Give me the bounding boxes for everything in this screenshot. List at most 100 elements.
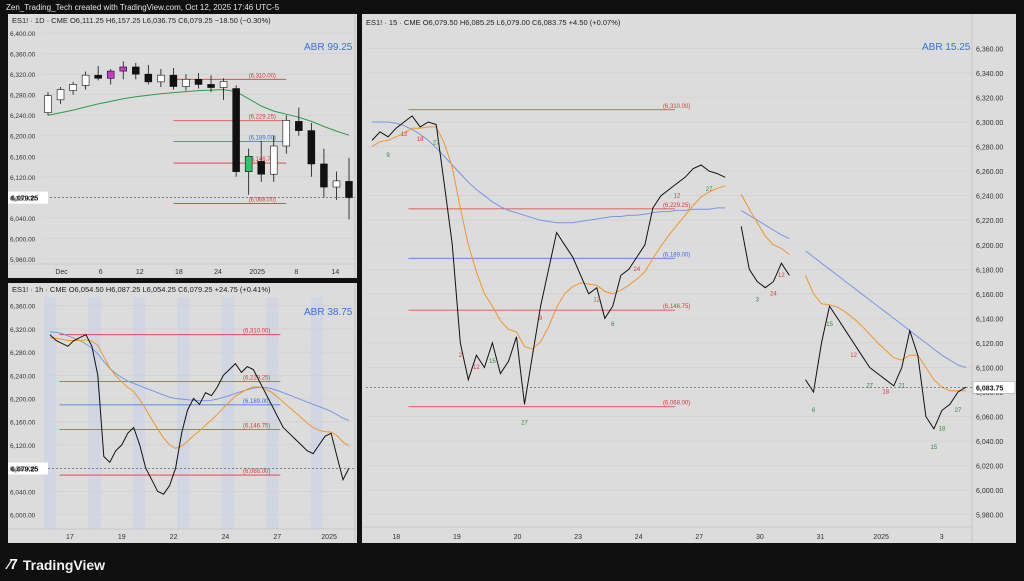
td-count-label: 3 bbox=[756, 298, 760, 304]
td-count-label: 12 bbox=[674, 193, 681, 199]
x-tick-label: 8 bbox=[294, 269, 298, 276]
x-tick-label: 14 bbox=[332, 269, 340, 276]
candle-body bbox=[144, 73, 153, 83]
y-tick-label: 6,220.00 bbox=[976, 218, 1003, 225]
candle-body bbox=[219, 81, 228, 88]
level-label: (6,146.75) bbox=[249, 157, 276, 163]
td-count-label: 12 bbox=[593, 298, 600, 304]
last-price-tag-left bbox=[8, 462, 48, 475]
y-tick-label: 6,060.00 bbox=[976, 415, 1003, 422]
x-tick-label: 6 bbox=[99, 269, 103, 276]
td-count-label: 27 bbox=[521, 420, 528, 426]
y-tick-label: 5,980.00 bbox=[976, 513, 1003, 520]
x-tick-label: 3 bbox=[940, 534, 944, 541]
x-tick-label: 27 bbox=[273, 534, 281, 541]
session-band bbox=[132, 297, 146, 529]
x-tick-label: 24 bbox=[214, 269, 222, 276]
y-tick-label: 6,280.00 bbox=[976, 145, 1003, 152]
x-tick-label: 24 bbox=[222, 534, 230, 541]
y-tick-label: 6,080.00 bbox=[10, 466, 36, 473]
hourly-chart-svg: 17 19 22 24 27 2025 (6,310.00) (6,229.25) (6,189… bbox=[8, 283, 356, 543]
y-tick-label: 6,120.00 bbox=[10, 175, 36, 182]
td-count-label: 12 bbox=[401, 132, 408, 138]
hourly-symbol-header: ES1! · 1h · CME O6,054.50 H6,087.25 L6,0… bbox=[12, 285, 271, 294]
td-count-label: 24 bbox=[770, 292, 777, 298]
price-line bbox=[49, 334, 350, 495]
level-label: (6,068.00) bbox=[249, 197, 276, 203]
candle-body bbox=[94, 74, 102, 79]
td-count-label: 12 bbox=[778, 273, 785, 279]
daily-abr-label: ABR 99.25 bbox=[304, 42, 353, 53]
y-tick-label: 6,260.00 bbox=[976, 169, 1003, 176]
tradingview-logo-icon: ⁄7 bbox=[8, 556, 18, 573]
x-tick-label: 31 bbox=[817, 534, 825, 541]
candle-body bbox=[81, 74, 90, 86]
candle-body bbox=[270, 145, 278, 175]
y-tick-label: 6,200.00 bbox=[976, 243, 1003, 250]
session-band bbox=[177, 297, 190, 529]
y-tick-label: 5,960.00 bbox=[10, 257, 36, 264]
y-tick-label: 6,160.00 bbox=[10, 154, 36, 161]
y-tick-label: 6,120.00 bbox=[976, 341, 1003, 348]
m15-symbol-header: ES1! · 15 · CME O6,079.50 H6,085.25 L6,0… bbox=[366, 18, 620, 27]
candle-body bbox=[194, 79, 203, 85]
price-line bbox=[371, 115, 967, 430]
y-tick-label: 6,160.00 bbox=[976, 292, 1003, 299]
y-tick-label: 6,320.00 bbox=[10, 327, 36, 334]
daily-symbol-header: ES1! · 1D · CME O6,111.25 H6,157.25 L6,0… bbox=[12, 16, 271, 25]
hourly-title: ES1! · 1h · CME bbox=[12, 285, 67, 294]
y-tick-label: 6,240.00 bbox=[976, 194, 1003, 201]
x-tick-label: 18 bbox=[392, 534, 400, 541]
m15-chart-panel[interactable]: 5,980.00 6,000.00 6,020.00 6,040.00 6,060.00… bbox=[362, 14, 1016, 543]
y-tick-label: 6,020.00 bbox=[976, 464, 1003, 471]
brand-name: TradingView bbox=[22, 556, 106, 573]
candle-body bbox=[257, 161, 265, 175]
level-label: (6,189.00) bbox=[663, 252, 690, 258]
td-count-label: 18 bbox=[939, 426, 946, 432]
candle-body bbox=[345, 181, 353, 199]
td-count-label: 18 bbox=[882, 390, 889, 396]
y-tick-label: 6,080.00 bbox=[10, 195, 36, 202]
candle-body bbox=[320, 163, 328, 188]
y-tick-label: 6,000.00 bbox=[10, 513, 36, 520]
x-tick-label: 19 bbox=[453, 534, 461, 541]
y-tick-label: 6,280.00 bbox=[10, 93, 36, 100]
trend-ma-line bbox=[47, 89, 350, 136]
level-label: (6,189.00) bbox=[243, 399, 270, 405]
level-label: (6,068.00) bbox=[663, 401, 690, 407]
td-count-label: 18 bbox=[417, 137, 424, 143]
y-tick-label: 6,100.00 bbox=[976, 365, 1003, 372]
y-tick-label: 6,400.00 bbox=[10, 31, 36, 38]
candle-body bbox=[157, 74, 165, 83]
y-tick-label: 6,360.00 bbox=[10, 304, 36, 311]
y-tick-label: 6,340.00 bbox=[976, 71, 1003, 78]
x-tick-label: 20 bbox=[514, 534, 522, 541]
candle-body bbox=[232, 88, 240, 172]
y-tick-label: 6,200.00 bbox=[10, 397, 36, 404]
session-band bbox=[221, 297, 234, 529]
candle-body bbox=[282, 120, 291, 147]
y-tick-label: 6,120.00 bbox=[10, 443, 36, 450]
y-tick-label: 6,320.00 bbox=[10, 72, 36, 79]
hourly-chart-panel[interactable]: 17 19 22 24 27 2025 (6,310.00) (6,229.25) (6,189… bbox=[8, 283, 357, 543]
candle-body bbox=[307, 130, 316, 165]
hourly-abr-label: ABR 38.75 bbox=[304, 307, 353, 318]
td-count-label: 27 bbox=[706, 187, 713, 193]
daily-ohlc: O6,111.25 H6,157.25 L6,036.75 C6,079.25 … bbox=[69, 16, 271, 25]
daily-title: ES1! · 1D · CME bbox=[12, 16, 68, 25]
candle-body bbox=[332, 180, 341, 188]
slow-ma-line bbox=[372, 121, 967, 368]
tradingview-brand[interactable]: ⁄7 TradingView bbox=[8, 556, 105, 573]
level-label: (6,189.00) bbox=[249, 135, 276, 141]
last-price-tag-left bbox=[8, 191, 48, 204]
last-price-label-left: 6,079.25 bbox=[11, 196, 38, 203]
last-price-tag bbox=[972, 381, 1016, 394]
daily-chart-panel[interactable]: Dec 6 12 18 24 2025 8 14 (6,310.00) (6,229.25) (6,… bbox=[8, 14, 357, 278]
td-count-label: 6 bbox=[611, 322, 615, 328]
x-tick-label: 23 bbox=[574, 534, 582, 541]
y-tick-label: 6,180.00 bbox=[976, 267, 1003, 274]
x-tick-label: 12 bbox=[136, 269, 144, 276]
session-band bbox=[88, 297, 101, 529]
m15-abr-label: ABR 15.25 bbox=[922, 42, 971, 53]
slow-ma-line bbox=[49, 331, 350, 421]
